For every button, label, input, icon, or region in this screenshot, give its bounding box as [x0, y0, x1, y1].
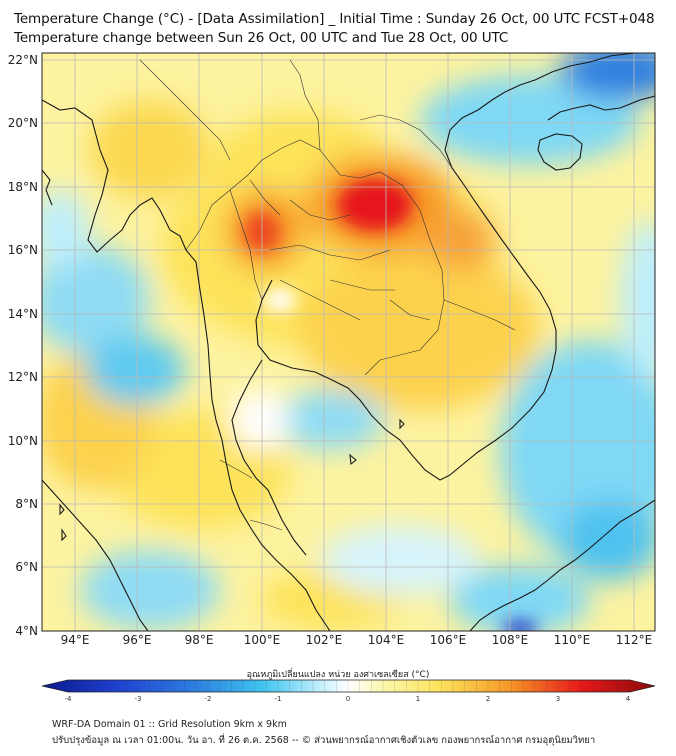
map-frame: [41, 52, 656, 632]
colorbar-tick-label: 4: [626, 695, 631, 703]
lat-label: 18°N: [8, 180, 38, 194]
colorbar-tick-label: -2: [205, 695, 212, 703]
colorbar-tick-label: 2: [486, 695, 490, 703]
admin-borders: [139, 59, 516, 531]
colorbar-tick-label: -1: [275, 695, 282, 703]
lon-label: 104°E: [368, 633, 405, 647]
lat-label: 4°N: [15, 624, 38, 638]
footer-domain-info: WRF-DA Domain 01 :: Grid Resolution 9km …: [52, 719, 287, 730]
latitude-labels: 22°N 20°N 18°N 16°N 14°N 12°N 10°N 8°N 6…: [8, 53, 38, 638]
map-title-line2: Temperature change between Sun 26 Oct, 0…: [14, 30, 509, 46]
lat-label: 22°N: [8, 53, 38, 67]
graticule: [42, 53, 655, 631]
lat-label: 16°N: [8, 243, 38, 257]
colorbar-ticks: -4 -3 -2 -1 0 1 2 3 4: [65, 695, 631, 703]
temperature-field: [42, 53, 655, 631]
lon-label: 112°E: [616, 633, 653, 647]
colorbar-title: อุณหภูมิเปลี่ยนแปลง หน่วย องศาเซลเซียส (…: [246, 670, 430, 680]
lon-label: 106°E: [430, 633, 467, 647]
lon-label: 100°E: [244, 633, 281, 647]
lat-label: 6°N: [15, 560, 38, 574]
colorbar-tick-label: 3: [556, 695, 560, 703]
map-title-line1: Temperature Change (°C) - [Data Assimila…: [14, 11, 655, 27]
colorbar-tick-label: -4: [65, 695, 73, 703]
lon-label: 108°E: [492, 633, 529, 647]
lat-label: 20°N: [8, 116, 38, 130]
lat-label: 14°N: [8, 307, 38, 321]
footer-update-info: ปรับปรุงข้อมูล ณ เวลา 01:00น. วัน อา. ที…: [52, 735, 596, 746]
lon-label: 102°E: [306, 633, 343, 647]
colorbar-tick-label: 1: [416, 695, 420, 703]
colorbar-scale: [41, 679, 656, 693]
coastlines: [42, 53, 655, 631]
lat-label: 8°N: [15, 497, 38, 511]
lat-label: 12°N: [8, 370, 38, 384]
lon-label: 96°E: [123, 633, 152, 647]
longitude-labels: 94°E 96°E 98°E 100°E 102°E 104°E 106°E 1…: [61, 633, 653, 647]
lon-label: 94°E: [61, 633, 90, 647]
lon-label: 98°E: [185, 633, 214, 647]
colorbar-tick-label: -3: [135, 695, 142, 703]
colorbar: -4 -3 -2 -1 0 1 2 3 4: [41, 679, 656, 703]
lat-label: 10°N: [8, 434, 38, 448]
lon-label: 110°E: [554, 633, 591, 647]
colorbar-tick-label: 0: [346, 695, 350, 703]
